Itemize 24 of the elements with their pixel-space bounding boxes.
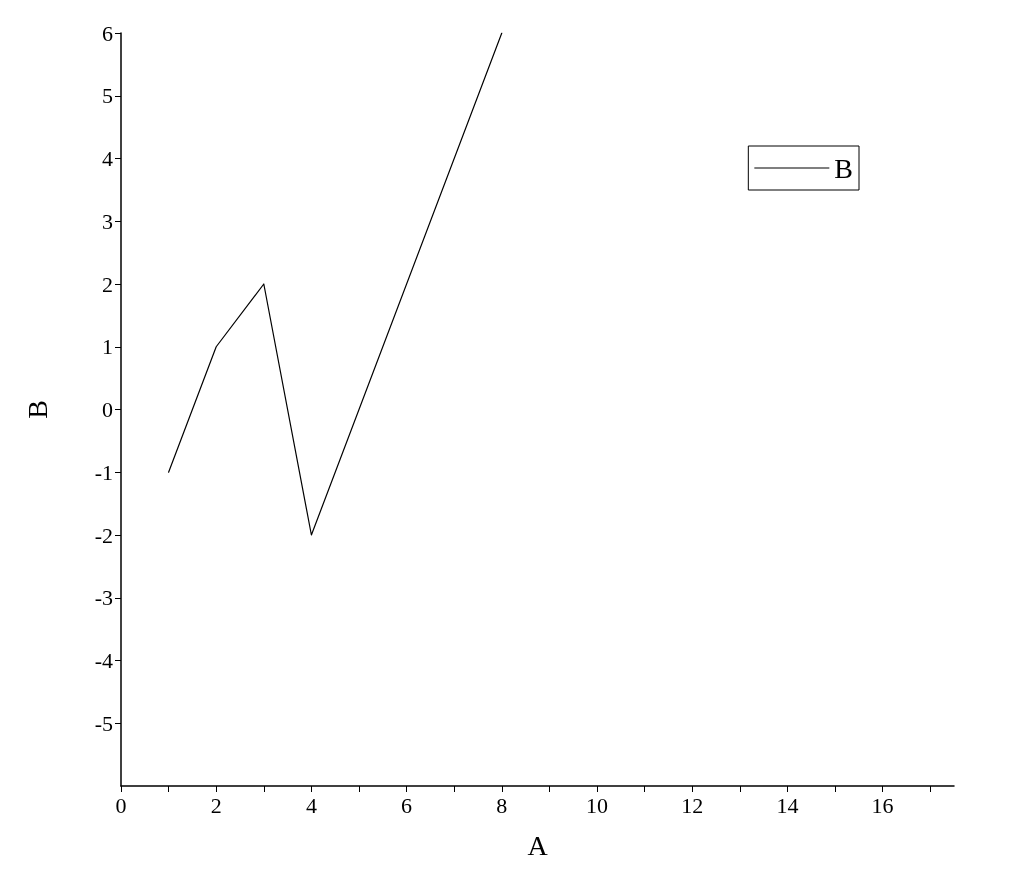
line-series [168,32,503,536]
x-tick-label: 4 [305,792,317,818]
legend-label: B [834,152,854,184]
y-tick-label: -1 [94,459,113,485]
y-tick-label: 4 [102,146,113,171]
y-tick-label: 3 [102,208,113,234]
y-axis-title: B [21,400,53,419]
x-axis-title: A [527,829,549,861]
x-tick-label: 6 [401,792,413,818]
y-tick-label: 0 [102,397,113,422]
y-tick-label: -5 [94,710,113,736]
x-tick-label: 12 [681,792,704,818]
x-tick-label: 14 [776,792,799,818]
y-tick-label: 1 [102,334,113,360]
x-tick-label: 2 [210,792,222,818]
y-tick-label: -2 [94,522,113,548]
y-tick-label: -4 [94,648,113,673]
y-tick-label: 2 [102,271,113,297]
x-tick-label: 8 [496,792,508,818]
x-tick-label: 16 [871,792,894,818]
y-tick-label: -3 [94,585,113,611]
y-tick-label: 6 [102,20,113,46]
x-tick-label: 10 [586,792,608,818]
y-tick-label: 5 [102,83,113,109]
